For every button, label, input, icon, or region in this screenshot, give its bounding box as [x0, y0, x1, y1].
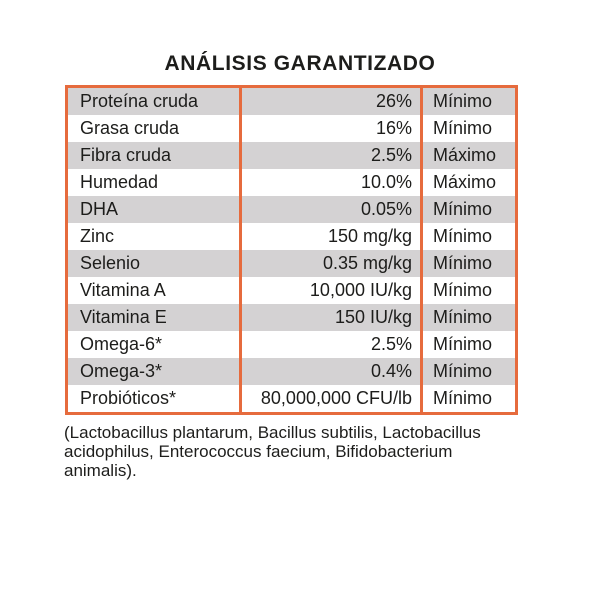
basis-cell: Máximo	[433, 145, 497, 165]
value-cell: 0.35 mg/kg	[242, 250, 423, 277]
table-row: Fibra cruda 2.5% Máximo	[68, 142, 515, 169]
value-cell: 16%	[242, 115, 423, 142]
value-cell: 26%	[242, 88, 423, 115]
basis-cell: Mínimo	[433, 334, 493, 354]
nutrient-cell: Probióticos*	[68, 385, 242, 412]
nutrient-cell: Zinc	[68, 223, 242, 250]
probiotics-footnote: (Lactobacillus plantarum, Bacillus subti…	[64, 423, 481, 480]
nutrient-cell: Grasa cruda	[68, 115, 242, 142]
basis-cell: Mínimo	[433, 226, 493, 246]
value-cell: 10.0%	[242, 169, 423, 196]
nutrient-cell: Selenio	[68, 250, 242, 277]
table-row: DHA 0.05% Mínimo	[68, 196, 515, 223]
nutrient-cell: DHA	[68, 196, 242, 223]
table-row: Omega-3* 0.4% Mínimo	[68, 358, 515, 385]
nutrient-cell: Vitamina E	[68, 304, 242, 331]
basis-cell: Mínimo	[433, 91, 493, 111]
value-cell: 150 IU/kg	[242, 304, 423, 331]
table-row: Vitamina E 150 IU/kg Mínimo	[68, 304, 515, 331]
value-cell: 10,000 IU/kg	[242, 277, 423, 304]
basis-cell: Mínimo	[433, 307, 493, 327]
value-cell: 2.5%	[242, 142, 423, 169]
table-row: Proteína cruda 26% Mínimo	[68, 88, 515, 115]
nutrient-cell: Proteína cruda	[68, 88, 242, 115]
basis-cell: Máximo	[433, 172, 497, 192]
table-row: Humedad 10.0% Máximo	[68, 169, 515, 196]
table-row: Omega-6* 2.5% Mínimo	[68, 331, 515, 358]
nutrient-cell: Omega-3*	[68, 358, 242, 385]
nutrient-cell: Fibra cruda	[68, 142, 242, 169]
table-row: Probióticos* 80,000,000 CFU/lb Mínimo	[68, 385, 515, 412]
page-title: ANÁLISIS GARANTIZADO	[164, 52, 436, 75]
table-row: Grasa cruda 16% Mínimo	[68, 115, 515, 142]
value-cell: 0.05%	[242, 196, 423, 223]
basis-cell: Mínimo	[433, 280, 493, 300]
nutrient-cell: Humedad	[68, 169, 242, 196]
table-row: Vitamina A 10,000 IU/kg Mínimo	[68, 277, 515, 304]
table-row: Zinc 150 mg/kg Mínimo	[68, 223, 515, 250]
nutrient-cell: Vitamina A	[68, 277, 242, 304]
basis-cell: Mínimo	[433, 361, 493, 381]
value-cell: 80,000,000 CFU/lb	[242, 385, 423, 412]
basis-cell: Mínimo	[433, 118, 493, 138]
basis-cell: Mínimo	[433, 253, 493, 273]
value-cell: 2.5%	[242, 331, 423, 358]
analysis-table: Proteína cruda 26% Mínimo Grasa cruda 16% Mín…	[65, 85, 518, 415]
value-cell: 150 mg/kg	[242, 223, 423, 250]
nutrient-cell: Omega-6*	[68, 331, 242, 358]
basis-cell: Mínimo	[433, 388, 493, 408]
value-cell: 0.4%	[242, 358, 423, 385]
table-row: Selenio 0.35 mg/kg Mínimo	[68, 250, 515, 277]
basis-cell: Mínimo	[433, 199, 493, 219]
